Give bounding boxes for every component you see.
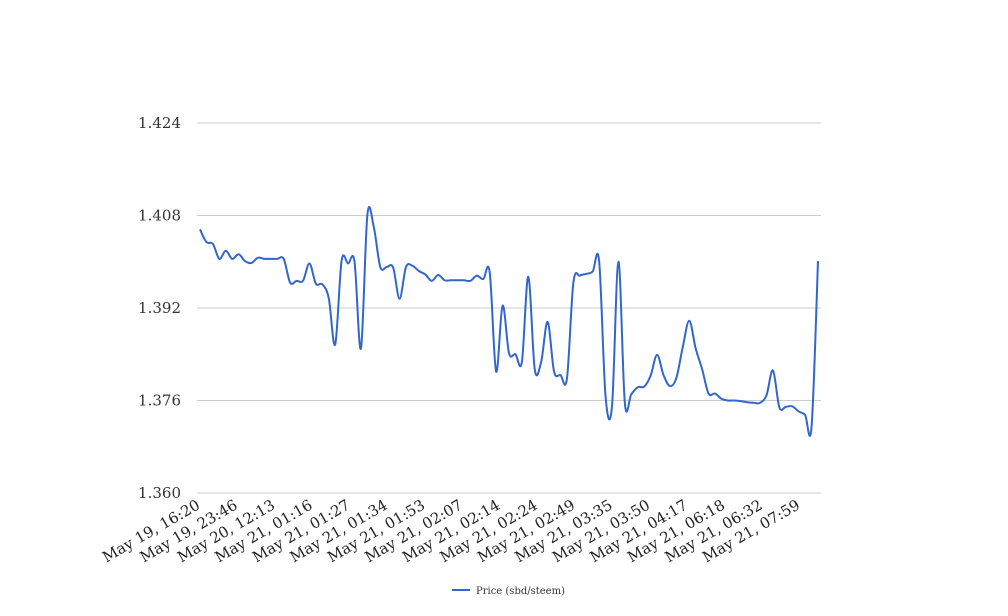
y-tick-label: 1.424 [138, 114, 181, 132]
series-line [199, 206, 819, 437]
y-tick-label: 1.376 [138, 392, 181, 410]
y-tick-label: 1.392 [138, 299, 181, 317]
legend: Price (sbd/steem) [452, 586, 565, 597]
legend-label: Price (sbd/steem) [476, 586, 565, 597]
grid-layer [197, 122, 821, 494]
y-tick-label: 1.360 [138, 484, 181, 502]
y-axis-ticks: 1.360 1.376 1.392 1.408 1.424 [138, 114, 181, 502]
series-layer [199, 206, 819, 437]
y-tick-label: 1.408 [138, 207, 181, 225]
